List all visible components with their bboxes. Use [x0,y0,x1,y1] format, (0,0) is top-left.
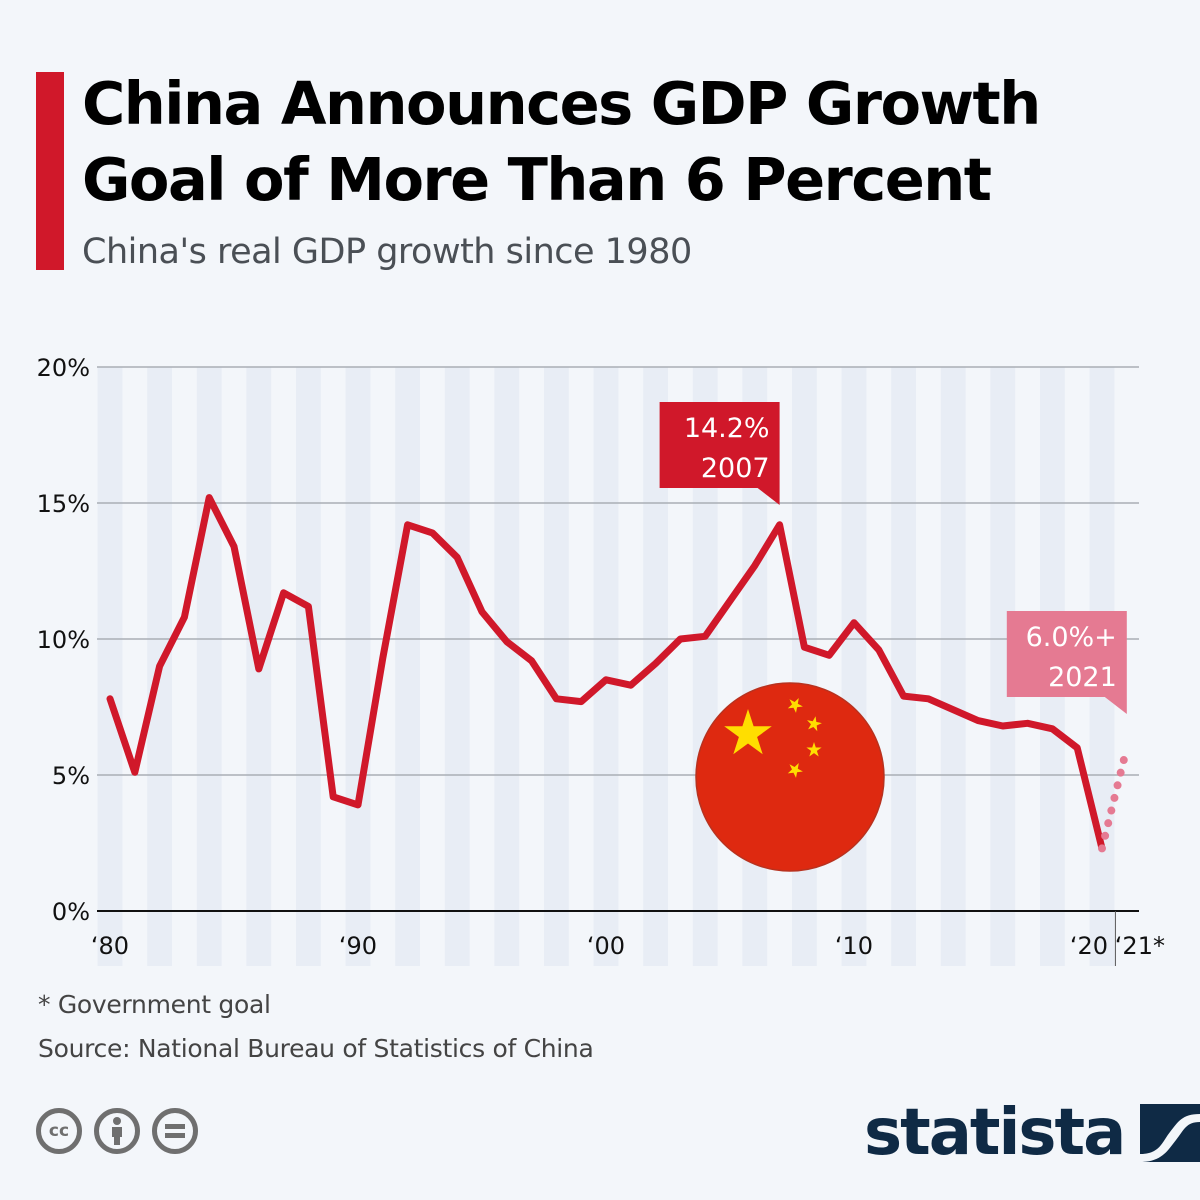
attribution-icon[interactable] [94,1108,140,1154]
statista-logo-icon [1140,1104,1200,1162]
source-note: Source: National Bureau of Statistics of… [38,1034,594,1063]
year-stripe [940,367,966,966]
x-tick-label: ‘00 [587,932,625,960]
year-stripe [544,367,569,966]
chart-subtitle: China's real GDP growth since 1980 [82,232,692,272]
china-flag-icon [695,682,885,872]
y-tick-label: 10% [37,626,90,654]
flag-small-star [807,716,822,732]
year-stripe [196,367,222,966]
x-tick-label: ‘90 [339,932,377,960]
year-stripe [792,367,817,966]
person-glyph [112,1117,122,1145]
flag-small-star [806,742,822,757]
callout-value: 14.2% [684,413,770,444]
logo-text: statista [864,1096,1126,1170]
line-chart: 0% 5% 10% 15% 20% ‘80 ‘90 ‘00 ‘10 ‘20 ‘21* 14.2% 2… [37,354,1165,966]
year-stripe [444,367,470,966]
accent-bar [36,72,64,270]
chart-title: China Announces GDP Growth Goal of More … [82,69,1041,214]
footnote: * Government goal [38,990,271,1019]
statista-logo[interactable]: statista [864,1098,1200,1168]
x-axis-ticks: ‘80 ‘90 ‘00 ‘10 ‘20 ‘21* [91,932,1165,960]
callout-pointer [1104,697,1127,714]
year-stripe [345,367,371,966]
year-stripe [395,367,420,966]
callout-box [1006,611,1127,697]
annotations: 14.2% 2007 6.0%+ 2021 [659,402,1127,714]
flag-circle [695,682,885,872]
callout-year: 2021 [1048,662,1117,693]
flag-large-star [724,709,772,755]
x-tick-label: ‘80 [91,932,129,960]
year-stripe [891,367,916,966]
flag-small-star [787,698,803,713]
callout-pointer [757,488,780,505]
callout-box [659,402,780,488]
y-tick-label: 20% [37,354,90,382]
cc-icon[interactable]: cc [36,1108,82,1154]
no-derivatives-icon[interactable] [152,1108,198,1154]
x-tick-label: ‘21* [1115,932,1165,960]
cc-label: cc [48,1121,70,1141]
license-icons: cc [36,1108,198,1154]
y-tick-label: 15% [37,490,90,518]
flag-small-star [787,763,803,778]
year-stripe [593,367,619,966]
y-tick-label: 0% [52,898,90,926]
x-tick-label: ‘10 [835,932,873,960]
year-stripe [494,367,520,966]
gdp-growth-line [106,494,1106,852]
x-tick-label: ‘20 [1070,932,1108,960]
year-stripe [841,367,867,966]
year-stripe [97,367,123,966]
callout-value: 6.0%+ [1026,622,1117,653]
y-tick-label: 5% [52,762,90,790]
year-stripes [97,367,1115,966]
callout-2021: 6.0%+ 2021 [1006,611,1127,714]
goal-line [1098,743,1131,853]
series [106,494,1131,853]
y-axis-ticks: 0% 5% 10% 15% 20% [37,354,90,926]
callout-year: 2007 [701,453,770,484]
callout-2007: 14.2% 2007 [659,402,780,505]
equals-glyph [165,1124,185,1138]
